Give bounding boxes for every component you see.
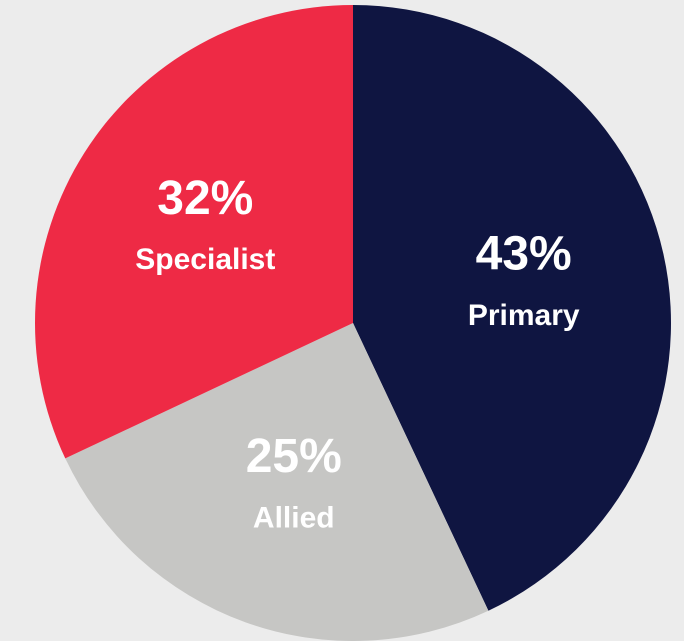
- slice-label: Specialist: [135, 243, 275, 276]
- page: 43%Primary25%Allied32%Specialist (() => …: [0, 0, 684, 641]
- value-label: 43%: [476, 228, 572, 281]
- chart: 43% Primary 25% Allied 32% Specialist: [0, 0, 684, 641]
- value-label: 25%: [246, 430, 342, 483]
- slice-label: Primary: [468, 299, 580, 332]
- value-label: 32%: [157, 172, 253, 225]
- slice-label: Allied: [253, 501, 335, 534]
